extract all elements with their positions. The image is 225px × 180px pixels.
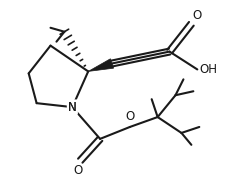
- Polygon shape: [88, 59, 113, 71]
- Text: O: O: [125, 110, 134, 123]
- Text: O: O: [73, 164, 83, 177]
- Text: OH: OH: [198, 63, 216, 76]
- Text: N: N: [68, 101, 76, 114]
- Text: N: N: [68, 101, 76, 114]
- Text: N: N: [68, 101, 76, 114]
- Text: O: O: [191, 9, 201, 22]
